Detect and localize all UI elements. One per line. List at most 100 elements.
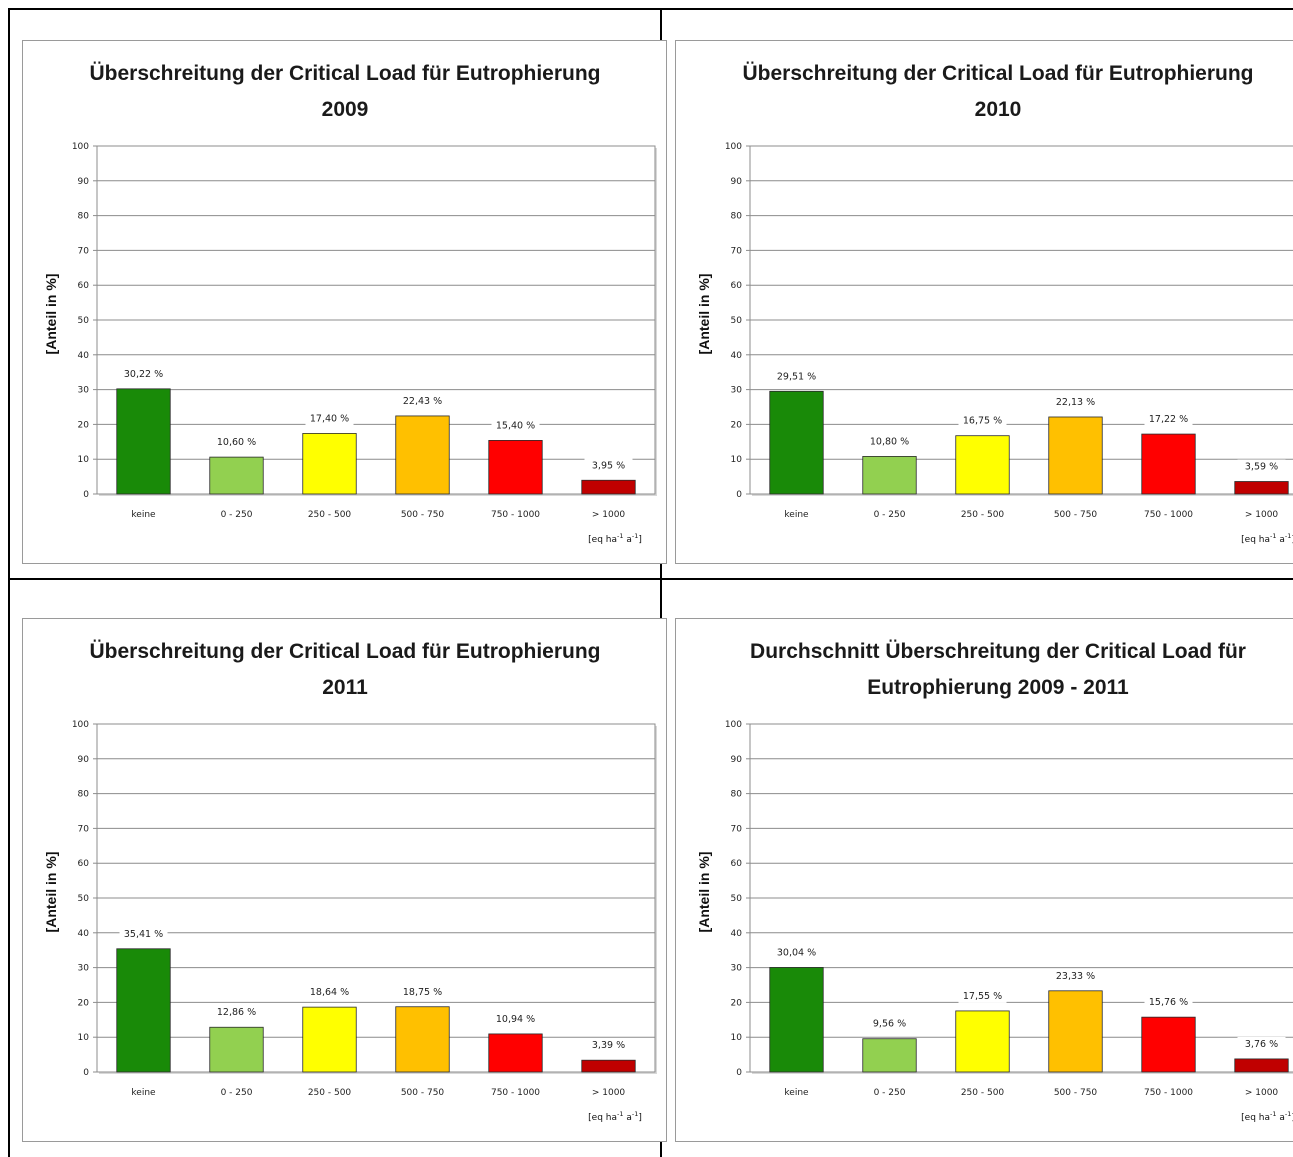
category-label-1: 0 - 250	[221, 1088, 253, 1098]
data-label-3: 18,75 %	[403, 987, 442, 998]
data-label-1: 9,56 %	[873, 1019, 906, 1030]
data-label-4: 10,94 %	[496, 1014, 535, 1025]
category-label-2: 250 - 500	[308, 1088, 352, 1098]
data-label-bg	[1051, 394, 1100, 409]
category-label-4: 750 - 1000	[1144, 510, 1193, 520]
data-label-bg	[772, 945, 821, 960]
bar-2	[955, 1010, 1010, 1073]
data-label-2: 18,64 %	[310, 987, 349, 998]
bar-0	[769, 390, 824, 495]
table-border-left	[8, 8, 10, 1157]
y-tick-label: 20	[78, 420, 90, 430]
data-label-bg	[865, 1016, 914, 1031]
bar-chart-2009: Überschreitung der Critical Load für Eut…	[43, 62, 657, 545]
category-label-5: > 1000	[592, 1088, 626, 1098]
category-label-3: 500 - 750	[1054, 510, 1098, 520]
y-tick-label: 70	[731, 246, 743, 256]
data-label-5: 3,95 %	[592, 460, 625, 471]
bar-1	[209, 456, 264, 495]
y-axis-label: [Anteil in %]	[696, 852, 712, 933]
bar-3	[395, 1006, 450, 1073]
data-label-bg	[772, 369, 821, 384]
data-label-bg	[305, 411, 354, 426]
data-label-5: 3,59 %	[1245, 462, 1278, 473]
y-tick-label: 30	[731, 386, 743, 396]
bar-chart-2010: Überschreitung der Critical Load für Eut…	[696, 62, 1293, 545]
data-label-bg	[584, 458, 633, 473]
data-label-bg	[958, 413, 1007, 428]
y-tick-label: 90	[731, 755, 743, 765]
category-label-5: > 1000	[592, 510, 626, 520]
bar-1	[862, 456, 917, 495]
data-label-0: 30,22 %	[124, 369, 163, 380]
data-label-3: 22,43 %	[403, 396, 442, 407]
y-tick-label: 30	[78, 964, 90, 974]
category-label-2: 250 - 500	[308, 510, 352, 520]
bar-1	[862, 1038, 917, 1073]
category-label-4: 750 - 1000	[491, 1088, 540, 1098]
bar-3	[395, 415, 450, 495]
data-label-bg	[1237, 1036, 1286, 1051]
y-tick-label: 100	[72, 142, 89, 152]
table-divider-vertical	[660, 8, 662, 1157]
data-label-4: 15,76 %	[1149, 997, 1188, 1008]
bar-3	[1048, 416, 1103, 495]
y-tick-label: 60	[731, 281, 743, 291]
chart-title-line-2: 2011	[322, 676, 368, 699]
x-unit-label: [eq ha-1 a-1]	[588, 532, 642, 545]
y-tick-label: 30	[731, 964, 743, 974]
bar-2	[302, 1006, 357, 1073]
y-tick-label: 60	[731, 859, 743, 869]
y-tick-label: 80	[731, 790, 743, 800]
category-label-3: 500 - 750	[401, 510, 445, 520]
y-tick-label: 0	[83, 1068, 89, 1078]
category-label-1: 0 - 250	[874, 1088, 906, 1098]
data-label-bg	[1237, 459, 1286, 474]
category-label-1: 0 - 250	[221, 510, 253, 520]
y-tick-label: 80	[731, 212, 743, 222]
data-label-4: 17,22 %	[1149, 414, 1188, 425]
y-tick-label: 80	[78, 212, 90, 222]
chart-title-line-1: Überschreitung der Critical Load für Eut…	[742, 62, 1253, 85]
y-tick-label: 20	[78, 998, 90, 1008]
y-tick-label: 50	[78, 316, 90, 326]
data-label-bg	[491, 1011, 540, 1026]
data-label-bg	[212, 1005, 261, 1020]
y-tick-label: 90	[731, 177, 743, 187]
data-label-0: 29,51 %	[777, 371, 816, 382]
category-label-4: 750 - 1000	[491, 510, 540, 520]
bar-4	[488, 1033, 543, 1073]
data-label-bg	[398, 393, 447, 408]
data-label-bg	[1144, 412, 1193, 427]
data-label-5: 3,39 %	[592, 1040, 625, 1051]
y-tick-label: 70	[731, 824, 743, 834]
chart-title-line-2: Eutrophierung 2009 - 2011	[867, 676, 1129, 699]
data-label-bg	[584, 1038, 633, 1053]
bar-5	[1234, 481, 1289, 495]
category-label-4: 750 - 1000	[1144, 1088, 1193, 1098]
data-label-bg	[491, 418, 540, 433]
y-tick-label: 40	[731, 351, 743, 361]
data-label-bg	[865, 434, 914, 449]
y-tick-label: 50	[731, 316, 743, 326]
category-label-2: 250 - 500	[961, 1088, 1005, 1098]
y-tick-label: 30	[78, 386, 90, 396]
data-label-3: 23,33 %	[1056, 971, 1095, 982]
y-tick-label: 10	[731, 1033, 743, 1043]
chart-title-line-1: Überschreitung der Critical Load für Eut…	[89, 62, 600, 85]
y-tick-label: 90	[78, 755, 90, 765]
chart-panel-2011: Überschreitung der Critical Load für Eut…	[22, 618, 667, 1142]
data-label-2: 17,40 %	[310, 413, 349, 424]
y-tick-label: 0	[736, 1068, 742, 1078]
y-tick-label: 60	[78, 281, 90, 291]
data-label-bg	[1144, 995, 1193, 1010]
data-label-1: 10,80 %	[870, 436, 909, 447]
chart-title-line-2: 2010	[975, 98, 1022, 121]
bar-1	[209, 1026, 264, 1073]
y-tick-label: 20	[731, 998, 743, 1008]
category-label-0: keine	[784, 510, 809, 520]
category-label-5: > 1000	[1245, 510, 1279, 520]
data-label-2: 16,75 %	[963, 416, 1002, 427]
x-unit-label: [eq ha-1 a-1]	[1241, 1110, 1293, 1123]
chart-panel-2009: Überschreitung der Critical Load für Eut…	[22, 40, 667, 564]
